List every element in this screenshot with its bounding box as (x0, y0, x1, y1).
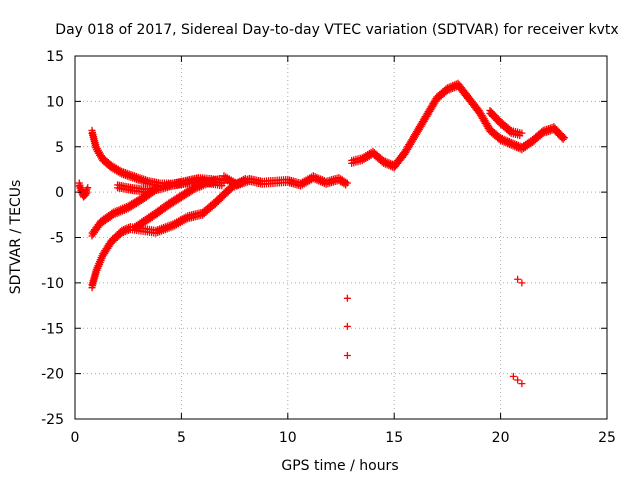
y-tick-label: 15 (46, 49, 64, 65)
x-tick-label: 20 (492, 430, 510, 446)
chart-title: Day 018 of 2017, Sidereal Day-to-day VTE… (55, 22, 618, 38)
y-tick-label: -15 (41, 321, 64, 337)
y-tick-label: 5 (55, 140, 64, 156)
data-point (514, 275, 522, 283)
data-point (343, 179, 351, 187)
x-tick-label: 25 (598, 430, 616, 446)
data-point (518, 279, 526, 287)
data-point (343, 294, 351, 302)
data-point (518, 380, 526, 388)
data-points (75, 79, 568, 388)
data-point (82, 190, 90, 198)
data-point (560, 134, 568, 142)
y-tick-label: -20 (41, 367, 64, 383)
y-axis-label: SDTVAR / TECUs (8, 180, 24, 295)
x-tick-label: 0 (71, 430, 80, 446)
x-tick-label: 15 (385, 430, 403, 446)
y-tick-label: -10 (41, 276, 64, 292)
data-point (343, 322, 351, 330)
data-point (514, 376, 522, 384)
grid-lines (75, 56, 607, 419)
y-tick-label: -5 (50, 231, 64, 247)
data-point (83, 188, 91, 196)
y-tick-label: 10 (46, 94, 64, 110)
data-point (518, 129, 526, 137)
data-point (84, 184, 92, 192)
data-point (343, 351, 351, 359)
y-tick-label: 0 (55, 185, 64, 201)
data-point (509, 372, 517, 380)
axis-ticks: 0 5 10 15 20 25 -25 -20 -15 -10 -5 0 5 10 15 (41, 49, 616, 446)
data-point (559, 135, 567, 143)
x-axis-label: GPS time / hours (281, 458, 398, 474)
x-tick-label: 5 (177, 430, 186, 446)
data-point (82, 191, 90, 199)
x-tick-label: 10 (279, 430, 297, 446)
y-tick-label: -25 (41, 412, 64, 428)
